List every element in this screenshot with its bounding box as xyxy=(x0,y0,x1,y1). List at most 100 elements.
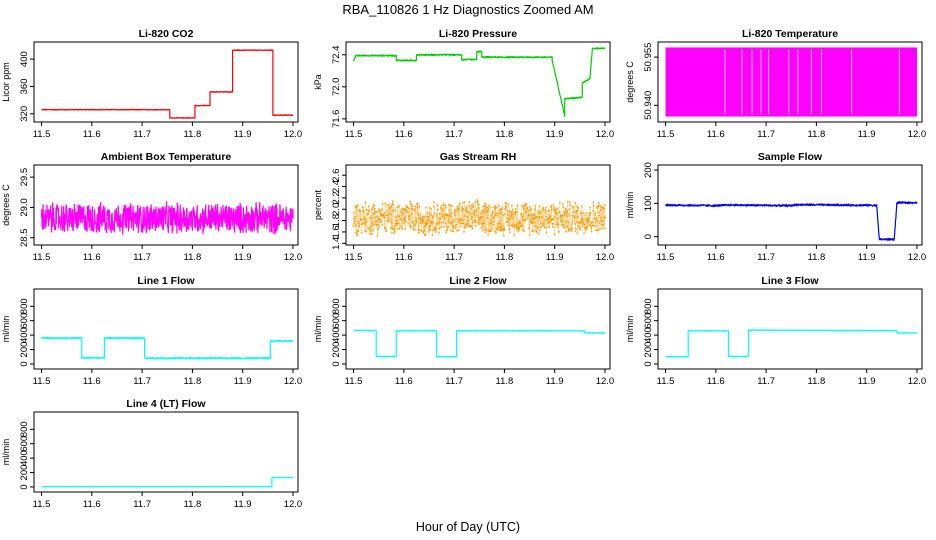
x-tick-label: 11.6 xyxy=(83,252,101,263)
y-tick-label: 29.0 xyxy=(19,198,30,217)
x-tick-label: 11.7 xyxy=(133,376,151,387)
panel-line3: Line 3 Flow ml/min 11.5 11.6 11.7 11.8 11.9 12.… xyxy=(625,275,926,387)
y-tick-label: 71.6 xyxy=(331,110,342,129)
x-tick-label: 11.8 xyxy=(184,129,202,140)
x-tick-label: 11.6 xyxy=(707,129,725,140)
data-line xyxy=(665,329,918,358)
x-tick-label: 11.6 xyxy=(83,129,101,140)
panel-title: Li-820 CO2 xyxy=(139,28,194,40)
panel-title: Line 2 Flow xyxy=(449,275,507,287)
y-axis-label: ml/min xyxy=(625,316,635,343)
series-line2 xyxy=(353,329,606,358)
x-tick-label: 11.8 xyxy=(496,129,514,140)
x-tick-label: 11.5 xyxy=(33,129,51,140)
data-line xyxy=(665,201,918,241)
y-tick-label: 800 xyxy=(643,298,654,314)
x-tick-label: 11.6 xyxy=(707,252,725,263)
y-tick-label: 360 xyxy=(19,79,30,95)
y-tick-label: 600 xyxy=(19,436,30,452)
series-co2 xyxy=(41,49,294,119)
plot-frame xyxy=(657,41,923,123)
y-tick-label: 320 xyxy=(19,106,30,122)
x-tick-label: 11.9 xyxy=(546,376,564,387)
series-pressure xyxy=(352,47,606,117)
x-tick-label: 11.5 xyxy=(33,252,51,263)
y-tick-label: 100 xyxy=(643,195,654,211)
x-tick-label: 11.7 xyxy=(445,376,463,387)
x-tick-label: 11.7 xyxy=(133,499,151,510)
x-tick-label: 11.7 xyxy=(757,129,775,140)
y-tick-label: 72.4 xyxy=(331,46,342,65)
series-line4 xyxy=(41,476,294,488)
x-tick-label: 11.8 xyxy=(808,376,826,387)
y-axis-label: ml/min xyxy=(1,439,11,466)
y-tick-label: 2.2 xyxy=(331,191,342,204)
x-tick-label: 11.7 xyxy=(757,376,775,387)
panel-title: Li-820 Temperature xyxy=(742,28,838,40)
y-tick-label: 800 xyxy=(19,298,30,314)
x-tick-label: 12.0 xyxy=(908,129,927,140)
x-tick-label: 11.7 xyxy=(133,252,151,263)
series-box-temp xyxy=(40,201,294,235)
x-tick-label: 12.0 xyxy=(284,499,303,510)
x-tick-label: 11.8 xyxy=(808,129,826,140)
plot-frame xyxy=(345,41,611,123)
y-tick-label: 400 xyxy=(19,450,30,466)
plot-frame xyxy=(657,164,923,246)
y-tick-label: 400 xyxy=(643,327,654,343)
data-line xyxy=(352,47,606,117)
y-axis-label: kPa xyxy=(313,74,323,90)
x-tick-label: 11.6 xyxy=(83,376,101,387)
panel-sample-flow: Sample Flow ml/min 11.5 11.6 11.7 11.8 11.9 12.… xyxy=(625,151,926,263)
x-tick-label: 11.8 xyxy=(808,252,826,263)
data-line xyxy=(353,329,606,358)
x-tick-label: 12.0 xyxy=(596,376,615,387)
series-sample-flow xyxy=(665,201,918,241)
panel-title: Gas Stream RH xyxy=(440,151,516,163)
panel-title: Line 4 (LT) Flow xyxy=(126,398,206,410)
y-axis-label: degrees C xyxy=(625,61,635,103)
x-tick-label: 12.0 xyxy=(908,252,927,263)
panel-rh: Gas Stream RH percent 11.5 11.6 11.7 11.8 11.9… xyxy=(313,151,614,263)
x-tick-label: 11.8 xyxy=(184,499,202,510)
y-axis-label: ml/min xyxy=(313,316,323,343)
plot-frame xyxy=(33,288,299,370)
x-tick-label: 11.5 xyxy=(33,499,51,510)
x-tick-label: 11.5 xyxy=(657,252,675,263)
y-tick-label: 800 xyxy=(19,421,30,437)
y-tick-label: 200 xyxy=(643,342,654,358)
panel-title: Line 3 Flow xyxy=(761,275,819,287)
x-tick-label: 11.9 xyxy=(546,252,564,263)
panel-co2: Li-820 CO2 Licor ppm 11.5 11.6 11.7 11.8 11.9 1… xyxy=(1,28,302,140)
x-tick-label: 11.6 xyxy=(83,499,101,510)
y-tick-label: 800 xyxy=(331,298,342,314)
panel-title: Ambient Box Temperature xyxy=(101,151,232,163)
y-tick-label: 1.6 xyxy=(331,225,342,238)
x-tick-label: 11.6 xyxy=(707,376,725,387)
plot-frame xyxy=(33,164,299,246)
x-tick-label: 11.6 xyxy=(395,252,413,263)
x-tick-label: 11.8 xyxy=(496,252,514,263)
x-tick-label: 11.5 xyxy=(657,376,675,387)
y-tick-label: 200 xyxy=(643,162,654,178)
figure-x-axis-label: Hour of Day (UTC) xyxy=(416,520,520,534)
x-tick-label: 11.5 xyxy=(657,129,675,140)
plot-frame xyxy=(657,288,923,370)
x-tick-label: 11.9 xyxy=(858,129,876,140)
y-tick-label: 50.940 xyxy=(643,91,654,120)
series-line3 xyxy=(665,329,918,358)
panel-grid: Li-820 CO2 Licor ppm 11.5 11.6 11.7 11.8 11.9 1… xyxy=(1,28,926,510)
panel-line2: Line 2 Flow ml/min 11.5 11.6 11.7 11.8 11.9 12.… xyxy=(313,275,614,387)
series-licor-temp xyxy=(665,47,917,117)
y-tick-label: 0 xyxy=(643,234,654,239)
y-axis-label: degrees C xyxy=(1,184,11,226)
data-line xyxy=(41,49,294,119)
y-tick-label: 600 xyxy=(643,313,654,329)
y-axis-label: percent xyxy=(313,189,323,220)
x-tick-label: 11.7 xyxy=(445,252,463,263)
x-tick-label: 11.9 xyxy=(234,376,252,387)
panel-line1: Line 1 Flow ml/min 11.5 11.6 11.7 11.8 11.9 12.… xyxy=(1,275,302,387)
y-tick-label: 2.6 xyxy=(331,169,342,182)
y-tick-label: 72.0 xyxy=(331,78,342,97)
